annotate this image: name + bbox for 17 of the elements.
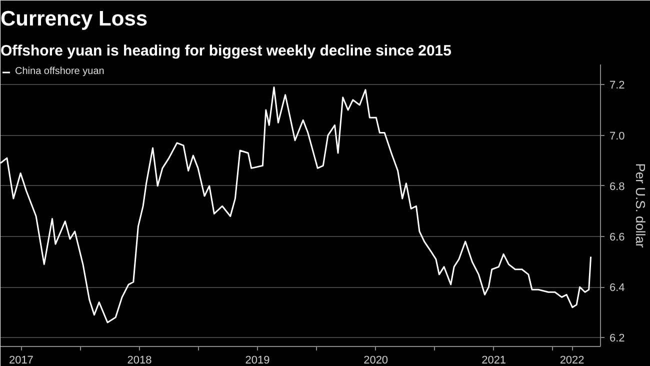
y-tick-label: 6.6: [610, 231, 625, 244]
x-tick-label: 2021: [482, 354, 506, 366]
y-tick-label: 6.4: [610, 282, 625, 294]
chart-title: Currency Loss: [0, 8, 148, 30]
x-tick-label: 2019: [245, 354, 270, 366]
y-tick-label: 6.2: [610, 332, 625, 345]
x-tick-label: 2017: [8, 354, 34, 366]
x-tick-label: 2020: [364, 354, 388, 366]
x-tick-label: 2022: [560, 354, 584, 366]
legend-label: China offshore yuan: [15, 66, 104, 77]
y-axis-title: Per U.S. dollar: [632, 163, 648, 248]
chart-subtitle: Offshore yuan is heading for biggest weekly decline since 2015: [0, 42, 452, 60]
line-series: [0, 86, 592, 324]
y-tick-label: 7.2: [610, 80, 625, 92]
x-tick-label: 2018: [127, 354, 152, 366]
y-tick-label: 6.8: [610, 180, 625, 193]
y-tick-label: 7.0: [610, 130, 625, 142]
